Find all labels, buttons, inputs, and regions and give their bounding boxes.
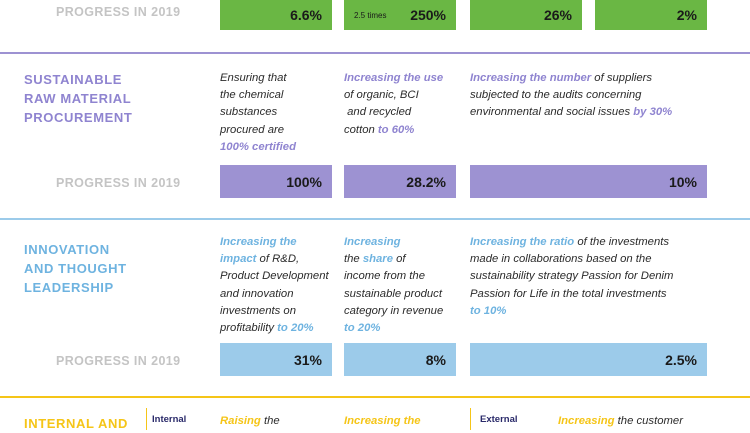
text-highlight: Increasing the [344,415,421,427]
text-plain: the [260,415,280,427]
text-line: procured are [220,123,285,136]
progress-box-innovation-2: 8% [344,343,456,376]
progress-box-1: 6.6% [220,0,332,30]
innovation-target-3: Increasing the ratio of the investments … [470,234,745,320]
text-plain: the [344,253,363,266]
divider-purple [0,52,750,54]
divider-yellow [0,396,750,398]
text-line: income from the [344,270,425,283]
text-highlight: to 60% [377,123,415,136]
text-line: the share of [344,251,469,268]
progress-value: 6.6% [290,7,322,23]
title-line: SUSTAINABLE [24,72,123,87]
progress-box-3: 26% [470,0,582,30]
text-line: of organic, BCI [344,89,419,102]
section-title-internal-external: INTERNAL AND [24,416,128,431]
progress-value: 8% [425,351,446,368]
text-line: Product Development [220,270,329,283]
text-line: sustainable product [344,287,442,300]
title-line: PROCUREMENT [24,110,133,125]
text-line: investments on [220,304,296,317]
progress-box-4: 2% [595,0,707,30]
text-line: substances [220,106,278,119]
divider-external [470,408,471,430]
text-line: cotton to 60% [344,122,469,139]
text-line: category in revenue [344,304,444,317]
text-plain: environmental and social issues [470,106,634,119]
progress-box-innovation-3: 2.5% [470,343,707,376]
progress-label-innovation: PROGRESS IN 2019 [56,354,181,368]
progress-value: 2.5% [665,351,697,368]
progress-value: 250% [410,7,446,23]
text-line: made in collaborations based on the [470,253,652,266]
text-line: sustainability strategy Passion for Deni… [470,270,674,283]
title-line: LEADERSHIP [24,280,114,295]
text-highlight: to 20% [344,322,381,335]
text-highlight: to 10% [470,304,507,317]
text-plain: of the investments [574,236,670,248]
text-plain: cotton [344,123,378,136]
divider-internal [146,408,147,430]
text-highlight: Increasing the number [470,72,592,84]
text-highlight: share [362,253,393,266]
text-plain: of R&D, [256,253,300,266]
progress-box-procurement-1: 100% [220,165,332,198]
title-line: INNOVATION [24,242,110,257]
progress-value: 31% [293,351,322,368]
bottom-target-1: Raising the [220,413,340,430]
section-title-procurement: SUSTAINABLE RAW MATERIAL PROCUREMENT [24,70,132,127]
internal-tag: Internal [152,414,187,425]
text-highlight: 100% certified [220,140,296,153]
procurement-target-2: Increasing the use of organic, BCI and r… [344,70,469,139]
text-highlight: by 30% [633,106,673,119]
procurement-target-3: Increasing the number of suppliers subje… [470,70,745,122]
progress-value: 10% [668,173,697,190]
progress-label-top: PROGRESS IN 2019 [56,5,181,19]
procurement-target-1: Ensuring that the chemical substances pr… [220,70,340,156]
text-line: Increasing the number of suppliers [470,70,745,87]
text-plain: of [393,253,406,266]
multiplier-note: 2.5 times [354,10,387,20]
section-title-innovation: INNOVATION AND THOUGHT LEADERSHIP [24,240,127,297]
progress-box-procurement-2: 28.2% [344,165,456,198]
progress-value: 28.2% [406,173,446,190]
text-line: profitability to 20% [220,320,345,337]
text-highlight: Increasing the [220,236,297,248]
text-highlight: impact [220,253,257,266]
text-highlight: Increasing the ratio [470,236,575,248]
external-tag: External [480,414,518,425]
progress-box-2: 2.5 times 250% [344,0,456,30]
title-line: AND THOUGHT [24,261,127,276]
innovation-target-1: Increasing the impact of R&D, Product De… [220,234,345,337]
text-line: and recycled [344,106,412,119]
progress-box-innovation-1: 31% [220,343,332,376]
text-highlight: Increasing [558,415,615,427]
progress-value: 100% [286,173,322,190]
text-line: Increasing the ratio of the investments [470,234,745,251]
progress-label-procurement: PROGRESS IN 2019 [56,176,181,190]
progress-box-procurement-3: 10% [470,165,707,198]
bottom-target-2: Increasing the [344,413,464,430]
text-line: environmental and social issues by 30% [470,104,745,121]
text-line: and innovation [220,287,294,300]
text-plain: of suppliers [591,72,653,84]
progress-value: 26% [543,7,572,23]
text-highlight: Increasing the use [344,72,444,84]
bottom-target-3: Increasing the customer [558,413,748,430]
text-highlight: Raising [220,415,261,427]
progress-value: 2% [676,7,697,23]
title-line: RAW MATERIAL [24,91,132,106]
text-line: Passion for Life in the total investment… [470,287,667,300]
innovation-target-2: Increasing the share of income from the … [344,234,469,337]
text-plain: profitability [220,322,278,335]
divider-blue [0,218,750,220]
text-line: the chemical [220,89,284,102]
text-line: Ensuring that [220,72,287,84]
text-plain: the customer [614,415,683,427]
text-highlight: to 20% [277,322,314,335]
text-highlight: Increasing [344,236,401,248]
text-line: subjected to the audits concerning [470,89,642,102]
text-line: impact of R&D, [220,251,345,268]
